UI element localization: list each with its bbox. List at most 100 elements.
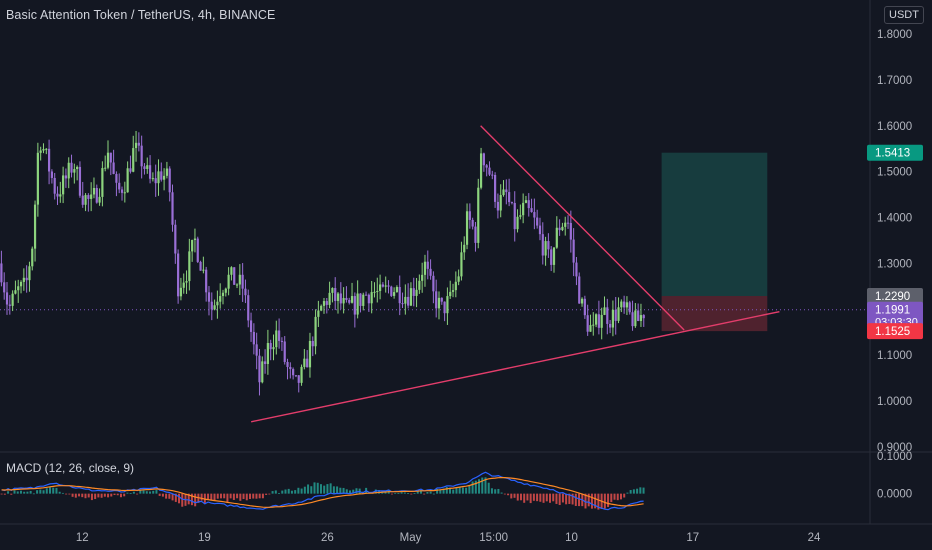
candle-body — [67, 162, 70, 179]
price-tick-label: 1.6000 — [877, 121, 912, 133]
macd-histogram-bar — [126, 492, 129, 494]
candle-body — [550, 249, 553, 265]
candle-body — [482, 153, 485, 166]
macd-histogram-bar — [619, 493, 622, 500]
candle-body — [639, 315, 643, 321]
candle-body — [628, 302, 631, 313]
macd-histogram-bar — [136, 493, 139, 495]
macd-histogram-bar — [65, 493, 68, 495]
candle-body — [185, 281, 188, 283]
macd-histogram-bar — [171, 493, 174, 501]
candle-body — [421, 274, 424, 281]
macd-histogram-bar — [284, 489, 287, 494]
candle-body — [64, 175, 68, 179]
candle-body — [435, 291, 438, 309]
macd-histogram-bar — [439, 489, 442, 494]
macd-histogram-bar — [152, 490, 155, 494]
candle-body — [510, 202, 514, 204]
macd-histogram-bar — [626, 492, 629, 494]
macd-histogram-bar — [552, 493, 555, 502]
candle-body — [210, 301, 213, 310]
candle-body — [524, 200, 528, 203]
candle-body — [505, 189, 508, 193]
candle-body — [45, 148, 48, 150]
macd-histogram-bar — [316, 482, 319, 494]
candle-body — [252, 331, 255, 345]
macd-histogram-bar — [510, 493, 513, 499]
candle-body — [395, 287, 399, 293]
macd-histogram-bar — [616, 493, 619, 501]
candle-body — [306, 358, 309, 368]
candle-body — [283, 341, 286, 362]
candle-body — [22, 277, 25, 282]
macd-histogram-bar — [445, 487, 448, 494]
chart-title: Basic Attention Token / TetherUS, 4h, BI… — [6, 8, 276, 22]
macd-histogram-bar — [507, 493, 510, 496]
candle-body — [359, 293, 362, 306]
candle-body — [165, 168, 169, 176]
candle-body — [418, 280, 421, 290]
candle-body — [33, 204, 37, 249]
candle-body — [179, 287, 183, 297]
macd-histogram-bar — [194, 493, 197, 507]
candle-body — [552, 247, 556, 265]
candle-body — [334, 288, 337, 301]
candle-body — [308, 340, 312, 368]
macd-histogram-bar — [490, 488, 493, 494]
candle-body — [432, 275, 435, 292]
candle-body — [42, 149, 45, 151]
candle-body — [522, 202, 525, 216]
macd-histogram-bar — [313, 482, 316, 494]
candle-body — [477, 187, 480, 243]
candle-body — [541, 234, 544, 256]
macd-histogram-bar — [132, 491, 135, 494]
price-tick-label: 1.3000 — [877, 258, 912, 270]
candle-body — [331, 288, 334, 293]
macd-histogram-bar — [452, 489, 455, 494]
candle-body — [547, 241, 550, 250]
macd-histogram-bar — [536, 493, 539, 502]
macd-histogram-bar — [207, 493, 210, 500]
macd-tick-label: 0.0000 — [877, 489, 912, 501]
candle-body — [516, 216, 519, 230]
macd-histogram-bar — [568, 493, 571, 504]
macd-histogram-bar — [613, 493, 616, 500]
candle-body — [527, 200, 530, 209]
candle-body — [362, 294, 365, 306]
macd-signal-line — [1, 477, 644, 508]
candle-body — [463, 244, 466, 253]
candle-body — [320, 305, 323, 311]
price-tick-label: 1.4000 — [877, 213, 912, 225]
macd-histogram-bar — [307, 484, 310, 494]
time-tick-label: 10 — [565, 532, 578, 544]
macd-histogram-bar — [587, 493, 590, 507]
candle-body — [353, 296, 356, 315]
candle-body — [59, 194, 62, 197]
price-label-bg — [867, 323, 923, 340]
macd-histogram-bar — [13, 490, 16, 494]
candle-body — [53, 177, 56, 194]
macd-histogram-bar — [103, 493, 106, 497]
candle-body — [87, 195, 90, 199]
macd-histogram-bar — [123, 493, 126, 497]
candle-body — [266, 343, 269, 364]
macd-histogram-bar — [436, 488, 439, 494]
macd-histogram-bar — [42, 490, 45, 494]
macd-histogram-bar — [210, 493, 213, 501]
macd-histogram-bar — [532, 493, 535, 501]
currency-button[interactable]: USDT — [884, 6, 924, 24]
macd-histogram-bar — [216, 493, 219, 499]
candle-body — [457, 276, 460, 282]
candle-body — [241, 274, 244, 289]
macd-histogram-bar — [481, 477, 484, 494]
candle-body — [106, 152, 110, 168]
macd-histogram-bar — [352, 489, 355, 494]
candle-body — [328, 292, 331, 305]
candle-body — [76, 166, 79, 170]
candle-body — [519, 215, 522, 217]
macd-histogram-bar — [278, 493, 281, 494]
macd-histogram-bar — [39, 489, 42, 494]
candle-body — [339, 293, 342, 304]
macd-histogram-bar — [603, 493, 606, 509]
